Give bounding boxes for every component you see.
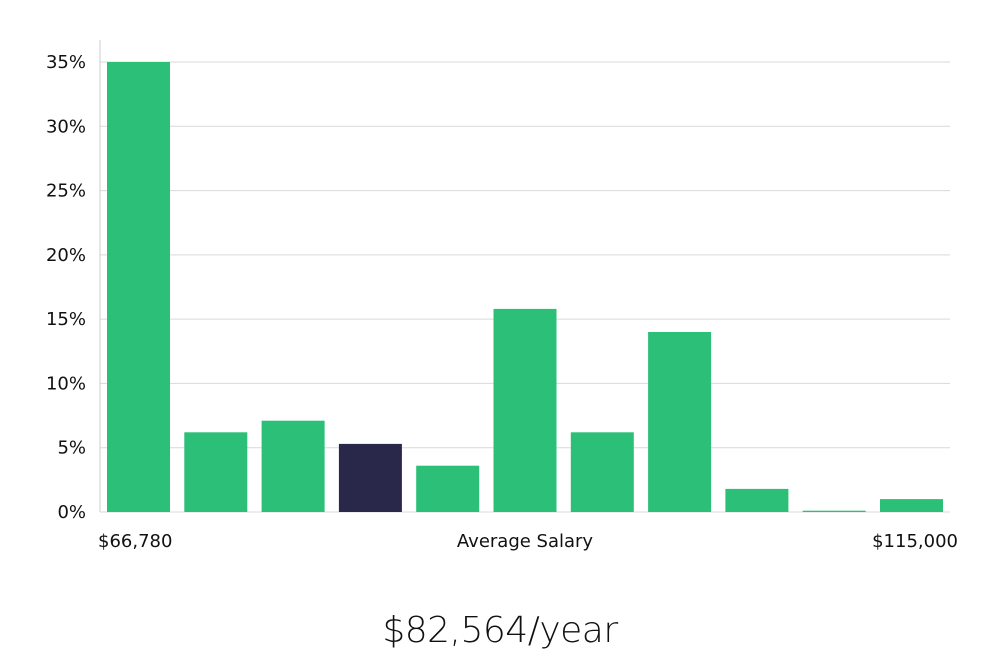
bar	[493, 308, 557, 512]
bar	[648, 332, 712, 512]
x-axis-title: Average Salary	[457, 531, 594, 552]
bar	[107, 62, 170, 512]
x-end-label: $115,000	[872, 531, 958, 552]
x-start-label: $66,780	[98, 531, 172, 552]
bar-highlighted	[338, 443, 402, 512]
bar	[802, 510, 866, 512]
bar	[725, 488, 789, 512]
x-axis-labels: $66,780 Average Salary $115,000	[98, 531, 958, 552]
y-tick-labels: 0% 5% 10% 15% 20% 25% 30% 35%	[46, 52, 86, 523]
bar	[880, 499, 943, 512]
y-tick-label: 35%	[46, 52, 86, 73]
bars	[107, 62, 943, 512]
bar	[570, 432, 634, 512]
bar	[184, 432, 248, 512]
y-tick-label: 15%	[46, 309, 86, 330]
y-tick-label: 30%	[46, 116, 86, 137]
bar	[416, 465, 480, 512]
salary-histogram-chart: 0% 5% 10% 15% 20% 25% 30% 35% $66,780 Average S…	[46, 40, 958, 552]
bar	[261, 420, 325, 512]
y-tick-label: 20%	[46, 245, 86, 266]
average-salary-value: $82,564/year	[382, 610, 618, 651]
y-tick-label: 10%	[46, 373, 86, 394]
y-tick-label: 25%	[46, 181, 86, 202]
y-tick-label: 5%	[57, 438, 86, 459]
y-tick-label: 0%	[57, 502, 86, 523]
